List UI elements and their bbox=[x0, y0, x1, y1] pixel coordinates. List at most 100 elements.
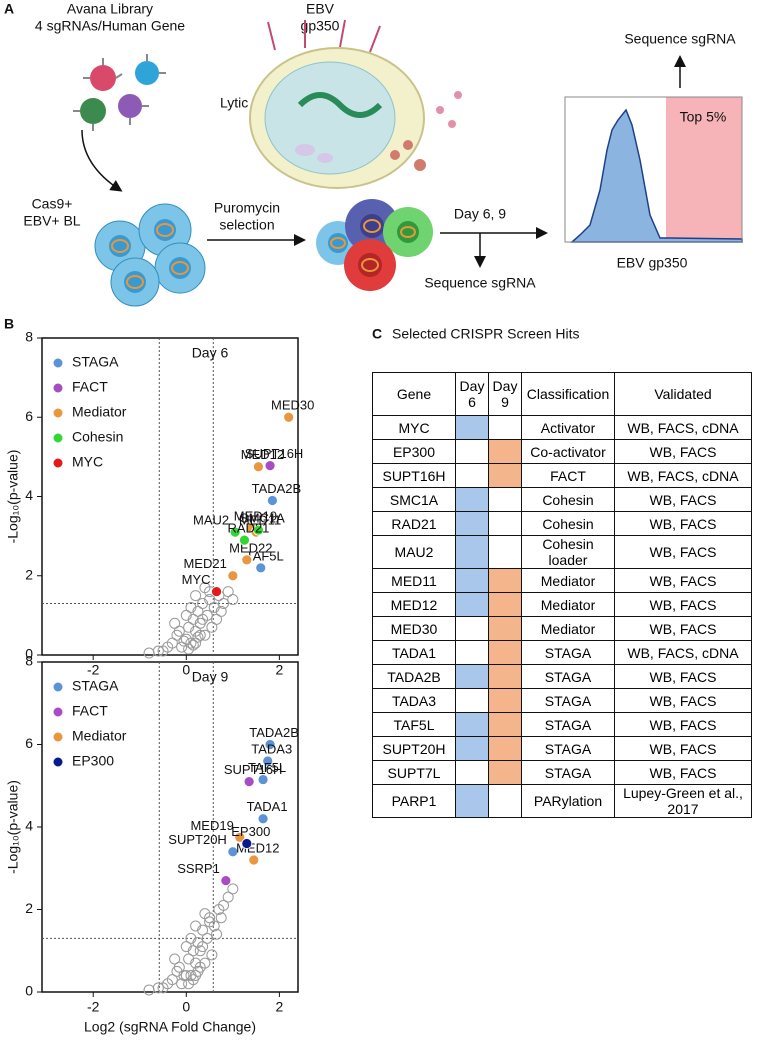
lytic-label: Lytic bbox=[220, 95, 248, 111]
table-cell: WB, FACS bbox=[614, 568, 752, 593]
background-point bbox=[215, 605, 227, 617]
panel-letter: B bbox=[4, 316, 14, 332]
day-cell bbox=[488, 760, 522, 785]
hit-point bbox=[220, 875, 232, 887]
day-cell bbox=[488, 664, 522, 689]
table-row: EP300 Co-activator WB, FACS bbox=[372, 439, 752, 464]
day-cell bbox=[455, 439, 489, 464]
cas9-cells bbox=[94, 203, 206, 307]
hit-point bbox=[264, 460, 276, 471]
hit-point bbox=[211, 586, 222, 597]
day-cell bbox=[488, 688, 522, 713]
background-point bbox=[176, 978, 188, 990]
legend-marker bbox=[52, 407, 64, 419]
table-cell: SUPT16H bbox=[372, 463, 456, 488]
day-cell bbox=[455, 640, 489, 665]
background-point bbox=[222, 891, 234, 903]
point-label: TADA1 bbox=[247, 799, 288, 814]
point-label: SUPT16H bbox=[245, 446, 304, 461]
table-row: TADA3 STAGA WB, FACS bbox=[372, 688, 752, 713]
table-cell: WB, FACS bbox=[614, 760, 752, 785]
x-tick-label: -2 bbox=[87, 662, 100, 678]
library-viruses bbox=[73, 54, 166, 131]
y-tick-label: 4 bbox=[25, 818, 33, 834]
hits-table: Gene Day 6 Day 9 Classification Validated MYC… bbox=[372, 372, 752, 818]
day-cell bbox=[455, 712, 489, 737]
table-cell: WB, FACS bbox=[614, 487, 752, 512]
background-point bbox=[185, 637, 197, 649]
y-tick-label: 2 bbox=[25, 900, 33, 916]
table-cell: SUPT7L bbox=[372, 760, 456, 785]
table-cell: STAGA bbox=[521, 760, 615, 785]
day-cell bbox=[488, 640, 522, 665]
day-cell bbox=[488, 616, 522, 641]
table-cell: SMC1A bbox=[372, 487, 456, 512]
panel-letter: C bbox=[372, 326, 382, 342]
hit-point bbox=[241, 554, 253, 566]
day-cell bbox=[455, 664, 489, 689]
point-label: MED30 bbox=[271, 398, 314, 413]
panel-letter: A bbox=[4, 1, 14, 17]
y-tick-label: 8 bbox=[25, 329, 33, 345]
point-label: TAF5L bbox=[248, 760, 286, 775]
day-cell bbox=[488, 592, 522, 617]
legend-label: FACT bbox=[72, 379, 108, 395]
background-point bbox=[162, 641, 174, 653]
legend-marker bbox=[52, 357, 64, 369]
background-point bbox=[206, 949, 218, 961]
legend-label: STAGA bbox=[72, 354, 119, 370]
table-cell: RAD21 bbox=[372, 511, 456, 536]
legend-marker bbox=[52, 756, 64, 768]
point-label: RAD21 bbox=[228, 521, 270, 536]
background-point bbox=[192, 965, 204, 977]
table-cell: STAGA bbox=[521, 712, 615, 737]
table-cell: WB, FACS bbox=[614, 535, 752, 569]
table-cell: FACT bbox=[521, 463, 615, 488]
hit-point bbox=[227, 846, 239, 858]
table-cell: WB, FACS bbox=[614, 712, 752, 737]
cells-label: EBV+ BL bbox=[23, 213, 80, 229]
sequence-label: Sequence sgRNA bbox=[424, 275, 536, 291]
x-tick-label: 0 bbox=[182, 999, 190, 1015]
legend-label: STAGA bbox=[72, 678, 119, 694]
day-cell bbox=[455, 487, 489, 512]
table-cell: Cohesin loader bbox=[521, 535, 615, 569]
background-point bbox=[197, 613, 209, 625]
y-tick-label: 4 bbox=[25, 487, 33, 503]
table-cell: MAU2 bbox=[372, 535, 456, 569]
day-cell bbox=[455, 535, 489, 569]
day-cell bbox=[488, 784, 522, 818]
library-label: 4 sgRNAs/Human Gene bbox=[35, 18, 185, 34]
table-cell: WB, FACS, cDNA bbox=[614, 415, 752, 440]
background-point bbox=[201, 932, 213, 944]
day-cell bbox=[455, 415, 489, 440]
table-cell: WB, FACS bbox=[614, 439, 752, 464]
legend-label: Mediator bbox=[72, 728, 127, 744]
day-cell bbox=[455, 736, 489, 761]
day-cell bbox=[488, 736, 522, 761]
table-row: SMC1A Cohesin WB, FACS bbox=[372, 487, 752, 512]
legend-marker bbox=[52, 681, 64, 693]
background-point bbox=[199, 629, 211, 641]
table-cell: Cohesin bbox=[521, 487, 615, 512]
table-cell: STAGA bbox=[521, 640, 615, 665]
table-cell: MED11 bbox=[372, 568, 456, 593]
background-point bbox=[194, 629, 206, 641]
table-cell: WB, FACS bbox=[614, 688, 752, 713]
point-label: TADA3 bbox=[251, 741, 292, 756]
puro-label: selection bbox=[219, 217, 274, 233]
point-label: MAU2 bbox=[193, 513, 229, 528]
cells-label: Cas9+ bbox=[32, 196, 73, 212]
column-header: Day 6 bbox=[455, 372, 489, 416]
table-cell: WB, FACS bbox=[614, 664, 752, 689]
hit-point bbox=[253, 524, 264, 536]
background-point bbox=[187, 974, 199, 986]
table-row: MAU2 Cohesin loader WB, FACS bbox=[372, 535, 752, 569]
legend-label: MYC bbox=[72, 454, 103, 470]
table-row: TADA1 STAGA WB, FACS, cDNA bbox=[372, 640, 752, 665]
table-row: MED11 Mediator WB, FACS bbox=[372, 568, 752, 593]
day-cell bbox=[455, 688, 489, 713]
y-tick-label: 6 bbox=[25, 408, 33, 424]
hit-point bbox=[229, 526, 241, 538]
point-label: EP300 bbox=[231, 824, 270, 839]
